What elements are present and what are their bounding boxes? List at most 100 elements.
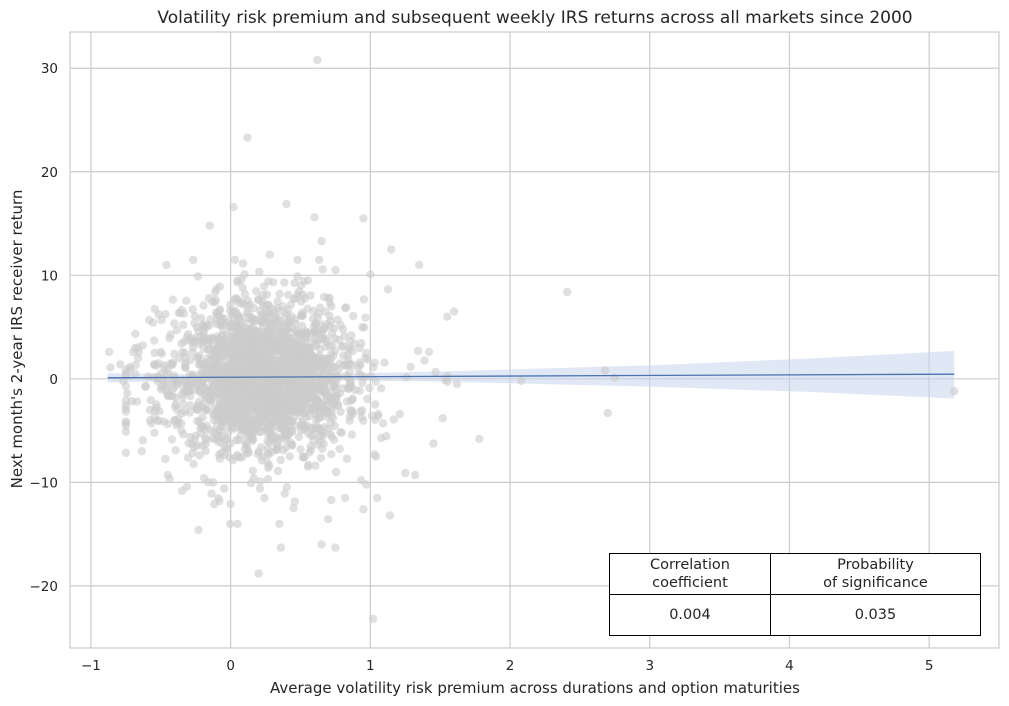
scatter-point	[170, 371, 179, 380]
scatter-point	[162, 387, 171, 396]
scatter-point	[323, 515, 333, 524]
scatter-point	[296, 387, 305, 397]
scatter-point	[273, 297, 282, 306]
scatter-point	[265, 250, 274, 259]
scatter-point	[309, 430, 318, 439]
scatter-point	[260, 493, 269, 503]
scatter-point	[288, 417, 297, 426]
scatter-point	[274, 323, 284, 332]
scatter-point	[162, 378, 171, 388]
scatter-point	[332, 391, 341, 401]
scatter-point	[410, 470, 420, 480]
x-tick-label: 5	[925, 658, 934, 674]
scatter-point	[148, 318, 158, 327]
scatter-point	[215, 398, 224, 407]
scatter-point	[171, 446, 180, 455]
scatter-point	[348, 394, 357, 403]
scatter-point	[246, 479, 256, 488]
scatter-point	[413, 346, 423, 356]
scatter-point	[217, 332, 226, 341]
scatter-point	[361, 313, 370, 322]
scatter-point	[371, 377, 380, 386]
scatter-point	[240, 290, 250, 299]
scatter-point	[294, 432, 304, 442]
scatter-point	[188, 305, 197, 314]
scatter-point	[150, 360, 159, 369]
scatter-point	[257, 456, 266, 465]
scatter-point	[304, 369, 313, 378]
scatter-point	[174, 308, 183, 317]
scatter-point	[347, 331, 356, 340]
scatter-point	[290, 278, 299, 288]
scatter-point	[351, 386, 360, 395]
scatter-point	[323, 406, 332, 415]
scatter-point	[166, 330, 175, 339]
scatter-point	[121, 448, 131, 457]
scatter-point	[359, 214, 368, 223]
scatter-point	[157, 349, 166, 358]
scatter-point	[207, 489, 216, 498]
scatter-point	[268, 304, 277, 313]
scatter-point	[280, 489, 289, 498]
scatter-point	[280, 383, 289, 392]
scatter-point	[475, 434, 484, 444]
scatter-point	[253, 397, 262, 406]
chart-title: Volatility risk premium and subsequent w…	[157, 8, 912, 28]
scatter-point	[167, 435, 176, 444]
scatter-point	[205, 221, 214, 230]
scatter-point	[420, 356, 429, 365]
scatter-point	[145, 405, 155, 415]
scatter-point	[277, 364, 286, 374]
x-tick-label: 2	[506, 658, 515, 674]
scatter-point	[257, 443, 266, 452]
scatter-point	[229, 202, 238, 212]
scatter-point	[308, 358, 317, 367]
x-tick-label: 0	[226, 658, 235, 674]
scatter-point	[179, 320, 188, 330]
scatter-point	[438, 414, 447, 423]
scatter-point	[228, 310, 237, 320]
scatter-point	[188, 378, 197, 387]
scatter-point	[222, 444, 232, 453]
scatter-point	[173, 380, 182, 389]
scatter-point	[332, 381, 341, 390]
scatter-point	[245, 423, 255, 432]
scatter-point	[207, 398, 216, 407]
scatter-point	[121, 401, 131, 410]
scatter-point	[330, 421, 339, 431]
scatter-point	[222, 361, 231, 370]
scatter-point	[290, 497, 299, 506]
scatter-point	[199, 301, 208, 310]
scatter-point	[429, 439, 438, 448]
scatter-point	[282, 199, 291, 209]
scatter-point	[335, 444, 344, 454]
scatter-point	[238, 283, 247, 292]
scatter-point	[233, 519, 242, 528]
scatter-point	[276, 455, 285, 465]
scatter-point	[255, 484, 264, 493]
scatter-point	[143, 372, 153, 381]
scatter-point	[180, 407, 190, 416]
scatter-point	[359, 416, 368, 425]
scatter-point	[314, 309, 323, 318]
scatter-point	[275, 289, 284, 299]
scatter-point	[327, 432, 336, 441]
scatter-point	[363, 394, 372, 404]
scatter-point	[133, 343, 143, 352]
scatter-point	[264, 463, 273, 472]
scatter-point	[255, 418, 265, 427]
scatter-point	[284, 290, 293, 299]
x-tick-label: 3	[645, 658, 654, 674]
scatter-point	[289, 504, 298, 513]
scatter-point	[199, 383, 208, 392]
scatter-point	[226, 499, 235, 509]
scatter-point	[358, 378, 367, 387]
scatter-point	[177, 486, 187, 496]
scatter-point	[274, 400, 284, 409]
scatter-point	[296, 346, 305, 355]
y-axis-label: Next month's 2-year IRS receiver return	[8, 190, 26, 489]
scatter-point	[279, 407, 288, 416]
scatter-point	[178, 347, 187, 357]
confidence-band	[107, 350, 955, 399]
scatter-point	[259, 360, 268, 370]
